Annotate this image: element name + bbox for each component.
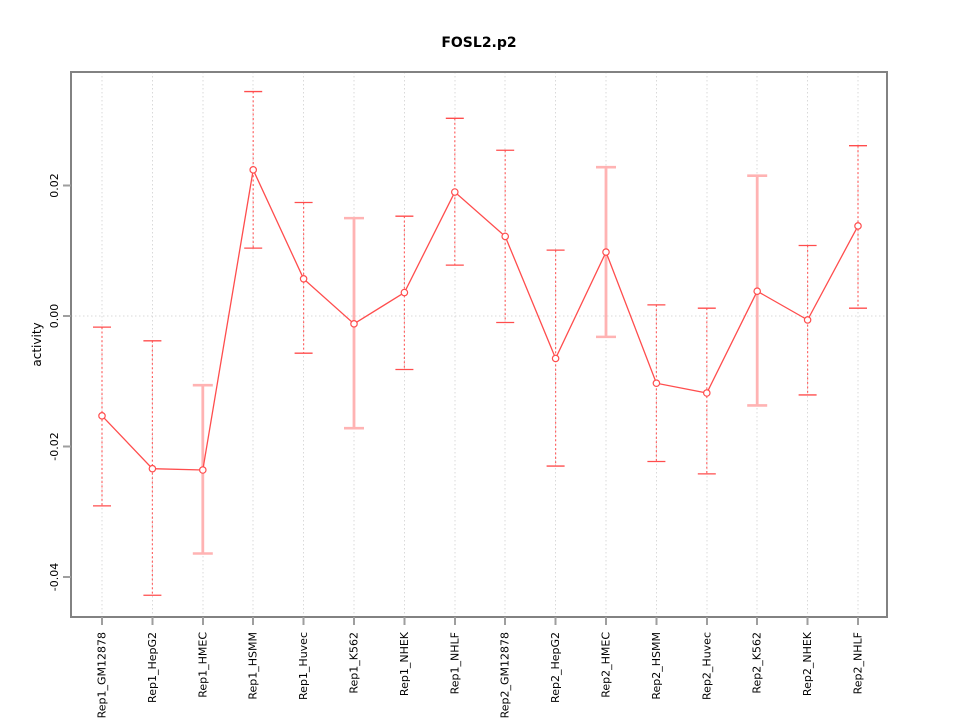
x-tick-label: Rep1_HepG2 [146,632,159,703]
x-tick-label: Rep2_HSMM [650,632,663,700]
data-point-marker [299,275,308,283]
y-tick-label: -0.02 [48,432,61,460]
data-point-marker [803,316,812,324]
x-tick-label: Rep1_Huvec [297,632,310,700]
data-point-marker [551,354,560,363]
x-tick-label: Rep2_GM12878 [499,632,512,718]
data-point-marker [400,288,409,297]
x-tick-label: Rep2_HMEC [600,632,613,698]
frame-layer [70,71,888,618]
x-tick-label: Rep2_Huvec [700,632,713,700]
data-point-marker [450,188,459,196]
x-tick-label: Rep1_K562 [348,632,361,694]
x-tick-label: Rep1_GM12878 [96,632,109,718]
chart-title: FOSL2.p2 [441,35,516,51]
data-point-marker [652,379,661,388]
data-point-marker [854,222,862,230]
x-tick-label: Rep1_HMEC [196,632,209,698]
y-tick-label: 0.00 [48,304,61,329]
y-tick-label: 0.02 [48,173,61,198]
x-tick-label: Rep2_K562 [751,632,764,694]
y-tick-label: -0.04 [48,563,61,591]
x-tick-label: Rep2_NHLF [852,632,865,694]
x-tick-label: Rep2_HepG2 [549,632,562,703]
axes-layer: 0.02 0.00 -0.02 -0.04 Rep1_GM12878 Rep1_HepG2… [48,173,865,718]
data-point-marker [98,412,106,420]
data-point-marker [199,466,207,474]
plot-frame [70,71,888,618]
series-line [101,167,859,471]
x-tick-label: Rep1_NHEK [398,631,411,696]
x-tick-label: Rep2_NHEK [801,631,814,696]
data-point-marker [602,248,610,256]
x-tick-label: Rep1_NHLF [448,632,461,694]
data-layer [93,90,867,596]
data-point-marker [702,389,711,397]
data-point-marker [501,232,510,241]
grid-layer [71,72,887,617]
data-point-marker [350,320,358,328]
data-point-marker [249,166,258,174]
x-tick-label: Rep1_HSMM [247,632,260,700]
y-axis-label: activity [30,322,44,366]
data-point-marker [753,287,762,296]
data-point-marker [148,464,157,473]
